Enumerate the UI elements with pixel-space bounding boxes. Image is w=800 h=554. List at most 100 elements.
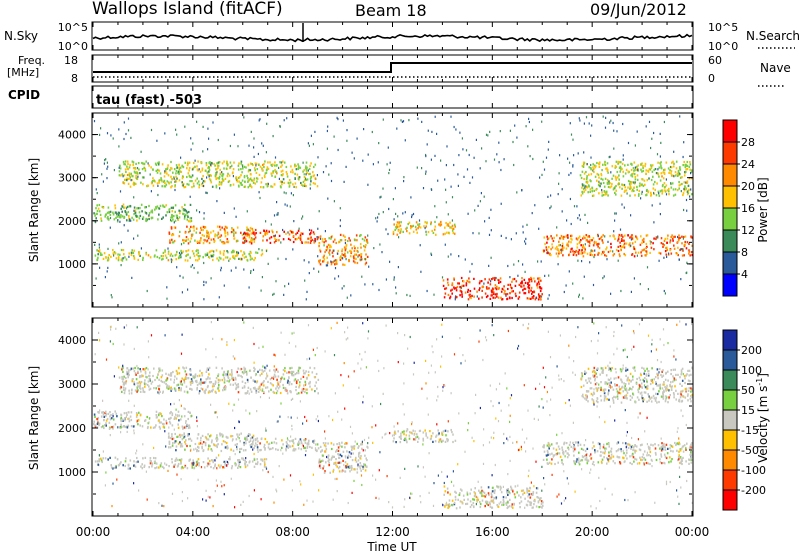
- range-gate-cell-power-1186: [645, 246, 647, 250]
- range-gate-cell-vel-1420: [215, 391, 217, 394]
- noise-cell-power-445: [342, 119, 344, 122]
- range-gate-cell-vel-1568: [200, 383, 202, 386]
- range-gate-cell-power-442: [243, 236, 246, 239]
- range-gate-cell-power-1515: [174, 184, 176, 187]
- range-gate-cell-power-1915: [659, 162, 661, 165]
- noise-cell-power-403: [330, 179, 333, 183]
- range-gate-cell-power-658: [452, 231, 455, 235]
- range-gate-cell-vel-1736: [227, 370, 229, 373]
- range-gate-cell-power-910: [597, 245, 599, 248]
- range-gate-cell-vel-61: [148, 466, 150, 469]
- range-gate-cell-vel-1270: [121, 375, 123, 379]
- range-gate-cell-power-1847: [689, 168, 691, 171]
- range-gate-cell-vel-0: [112, 467, 114, 470]
- range-gate-cell-vel-1622: [158, 388, 160, 391]
- range-gate-cell-power-1637: [303, 176, 306, 179]
- range-gate-cell-vel-985: [629, 461, 631, 465]
- range-gate-cell-vel-1445: [159, 390, 161, 393]
- range-gate-cell-power-1993: [634, 175, 637, 179]
- noise-cell-power-345: [388, 207, 390, 211]
- range-gate-cell-vel-1297: [185, 366, 188, 369]
- noise-cell-power-510: [246, 210, 248, 213]
- range-gate-cell-vel-494: [347, 456, 349, 459]
- noise-cell-power-183: [150, 128, 153, 132]
- range-gate-cell-power-1432: [148, 164, 150, 167]
- range-gate-cell-power-759: [486, 294, 489, 297]
- range-gate-cell-vel-817: [496, 504, 498, 507]
- range-gate-cell-power-1348: [207, 173, 209, 176]
- range-gate-cell-vel-163: [162, 465, 164, 468]
- range-gate-cell-vel-1848: [601, 367, 604, 370]
- noise-cell-power-634: [333, 259, 335, 263]
- range-gate-cell-power-1187: [576, 246, 579, 249]
- range-gate-cell-vel-1620: [195, 379, 198, 382]
- range-gate-cell-vel-766: [467, 498, 469, 501]
- range-gate-cell-vel-1634: [253, 387, 256, 390]
- range-gate-cell-power-2084: [590, 168, 592, 171]
- noise-cell-power-635: [483, 282, 485, 285]
- range-gate-cell-vel-1212: [543, 450, 546, 453]
- range-gate-cell-power-163: [145, 253, 147, 256]
- range-gate-cell-power-2181: [165, 214, 167, 217]
- range-gate-cell-power-2085: [615, 189, 617, 192]
- range-gate-cell-power-2048: [688, 177, 691, 180]
- range-gate-cell-vel-39: [141, 467, 144, 470]
- noise-cell-power-2: [474, 209, 476, 212]
- range-gate-cell-power-2077: [661, 190, 664, 193]
- range-gate-cell-power-2293: [186, 211, 189, 214]
- range-gate-cell-vel-785: [472, 502, 475, 505]
- range-gate-cell-vel-725: [478, 489, 480, 492]
- noise-cell-power-680: [318, 210, 320, 213]
- range-gate-cell-vel-21: [163, 467, 165, 470]
- range-gate-cell-vel-1058: [677, 443, 680, 446]
- range-gate-cell-power-878: [453, 277, 455, 280]
- range-gate-cell-power-931: [548, 237, 550, 240]
- range-gate-cell-power-601: [365, 261, 368, 264]
- range-gate-cell-power-2188: [190, 220, 193, 223]
- range-gate-cell-vel-1023: [593, 445, 595, 448]
- colorbar-tick-label: 28: [741, 136, 755, 149]
- noise-cell-power-384: [620, 289, 622, 293]
- range-gate-cell-power-2075: [642, 169, 645, 173]
- range-gate-cell-vel-17: [191, 462, 193, 465]
- range-gate-cell-vel-709: [487, 503, 490, 507]
- noise-cell-power-231: [528, 120, 530, 124]
- range-gate-cell-vel-196: [227, 436, 229, 439]
- range-gate-cell-vel-606: [414, 438, 417, 441]
- range-gate-cell-power-1213: [557, 255, 559, 258]
- noise-cell-power-83: [417, 117, 419, 120]
- noise-cell-power-340: [182, 276, 184, 279]
- range-gate-cell-vel-461: [361, 447, 363, 450]
- range-gate-cell-vel-861: [483, 491, 486, 494]
- range-gate-cell-power-953: [570, 234, 572, 237]
- noise-cell-power-414: [379, 196, 381, 199]
- noise-cell-power-675: [420, 270, 422, 273]
- range-gate-cell-vel-136: [212, 459, 214, 462]
- noise-cell-power-404: [578, 293, 580, 296]
- range-gate-cell-vel-228: [172, 437, 175, 440]
- range-gate-cell-vel-1726: [126, 367, 129, 370]
- noise-cell-power-189: [614, 212, 616, 215]
- range-gate-cell-power-960: [649, 240, 651, 243]
- range-gate-cell-power-800: [451, 288, 453, 291]
- range-gate-cell-vel-508: [361, 443, 363, 446]
- noise-cell-power-343: [387, 232, 389, 236]
- range-gate-cell-vel-845: [477, 498, 479, 501]
- range-gate-cell-power-1484: [302, 184, 304, 187]
- range-gate-cell-power-1819: [631, 173, 633, 176]
- range-gate-cell-vel-1148: [629, 444, 632, 447]
- noise-cell-power-380: [341, 287, 343, 290]
- range-gate-cell-power-596: [355, 234, 358, 237]
- range-gate-cell-power-1712: [250, 179, 253, 182]
- range-gate-cell-power-1337: [306, 171, 308, 175]
- range-gate-cell-power-2108: [608, 180, 610, 183]
- range-gate-cell-power-1635: [240, 160, 243, 163]
- range-gate-cell-power-2311: [157, 218, 159, 221]
- noise-cell-power-508: [650, 241, 652, 244]
- range-gate-cell-vel-1770: [265, 367, 267, 370]
- range-gate-cell-power-689: [467, 290, 469, 293]
- noise-cell-power-589: [265, 151, 267, 154]
- range-gate-cell-power-523: [343, 255, 346, 258]
- range-gate-cell-vel-857: [449, 493, 451, 496]
- range-gate-cell-vel-1541: [136, 382, 139, 385]
